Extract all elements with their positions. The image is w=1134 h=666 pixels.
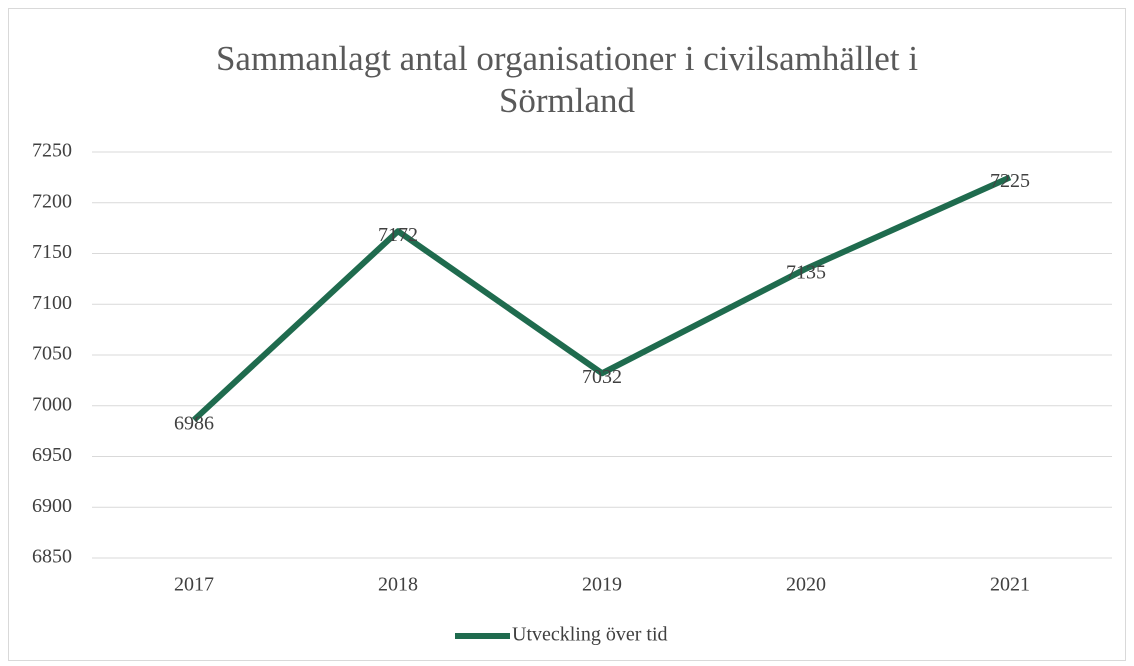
y-tick-label: 7150 <box>32 241 72 263</box>
data-label: 7135 <box>786 261 826 283</box>
y-tick-label: 7250 <box>32 140 72 162</box>
y-tick-label: 7050 <box>32 343 72 365</box>
y-tick-label: 6950 <box>32 444 72 466</box>
x-tick-label: 2019 <box>582 574 622 596</box>
x-tick-label: 2020 <box>786 574 826 596</box>
x-tick-label: 2017 <box>174 574 214 596</box>
series-line <box>191 174 1012 423</box>
x-tick-label: 2021 <box>990 574 1030 596</box>
y-tick-label: 7000 <box>32 393 72 415</box>
chart-border <box>8 8 1126 661</box>
data-label: 7225 <box>990 170 1030 192</box>
y-tick-label: 6900 <box>32 495 72 517</box>
y-tick-label: 7200 <box>32 190 72 212</box>
data-label: 7032 <box>582 366 622 388</box>
x-tick-label: 2018 <box>378 574 418 596</box>
y-tick-label: 6850 <box>32 546 72 568</box>
data-label: 7172 <box>378 224 418 246</box>
legend-label: Utveckling över tid <box>512 624 668 646</box>
chart-title: Sammanlagt antal organisationer i civils… <box>215 39 919 120</box>
y-tick-label: 7100 <box>32 292 72 314</box>
data-label: 6986 <box>174 413 214 435</box>
